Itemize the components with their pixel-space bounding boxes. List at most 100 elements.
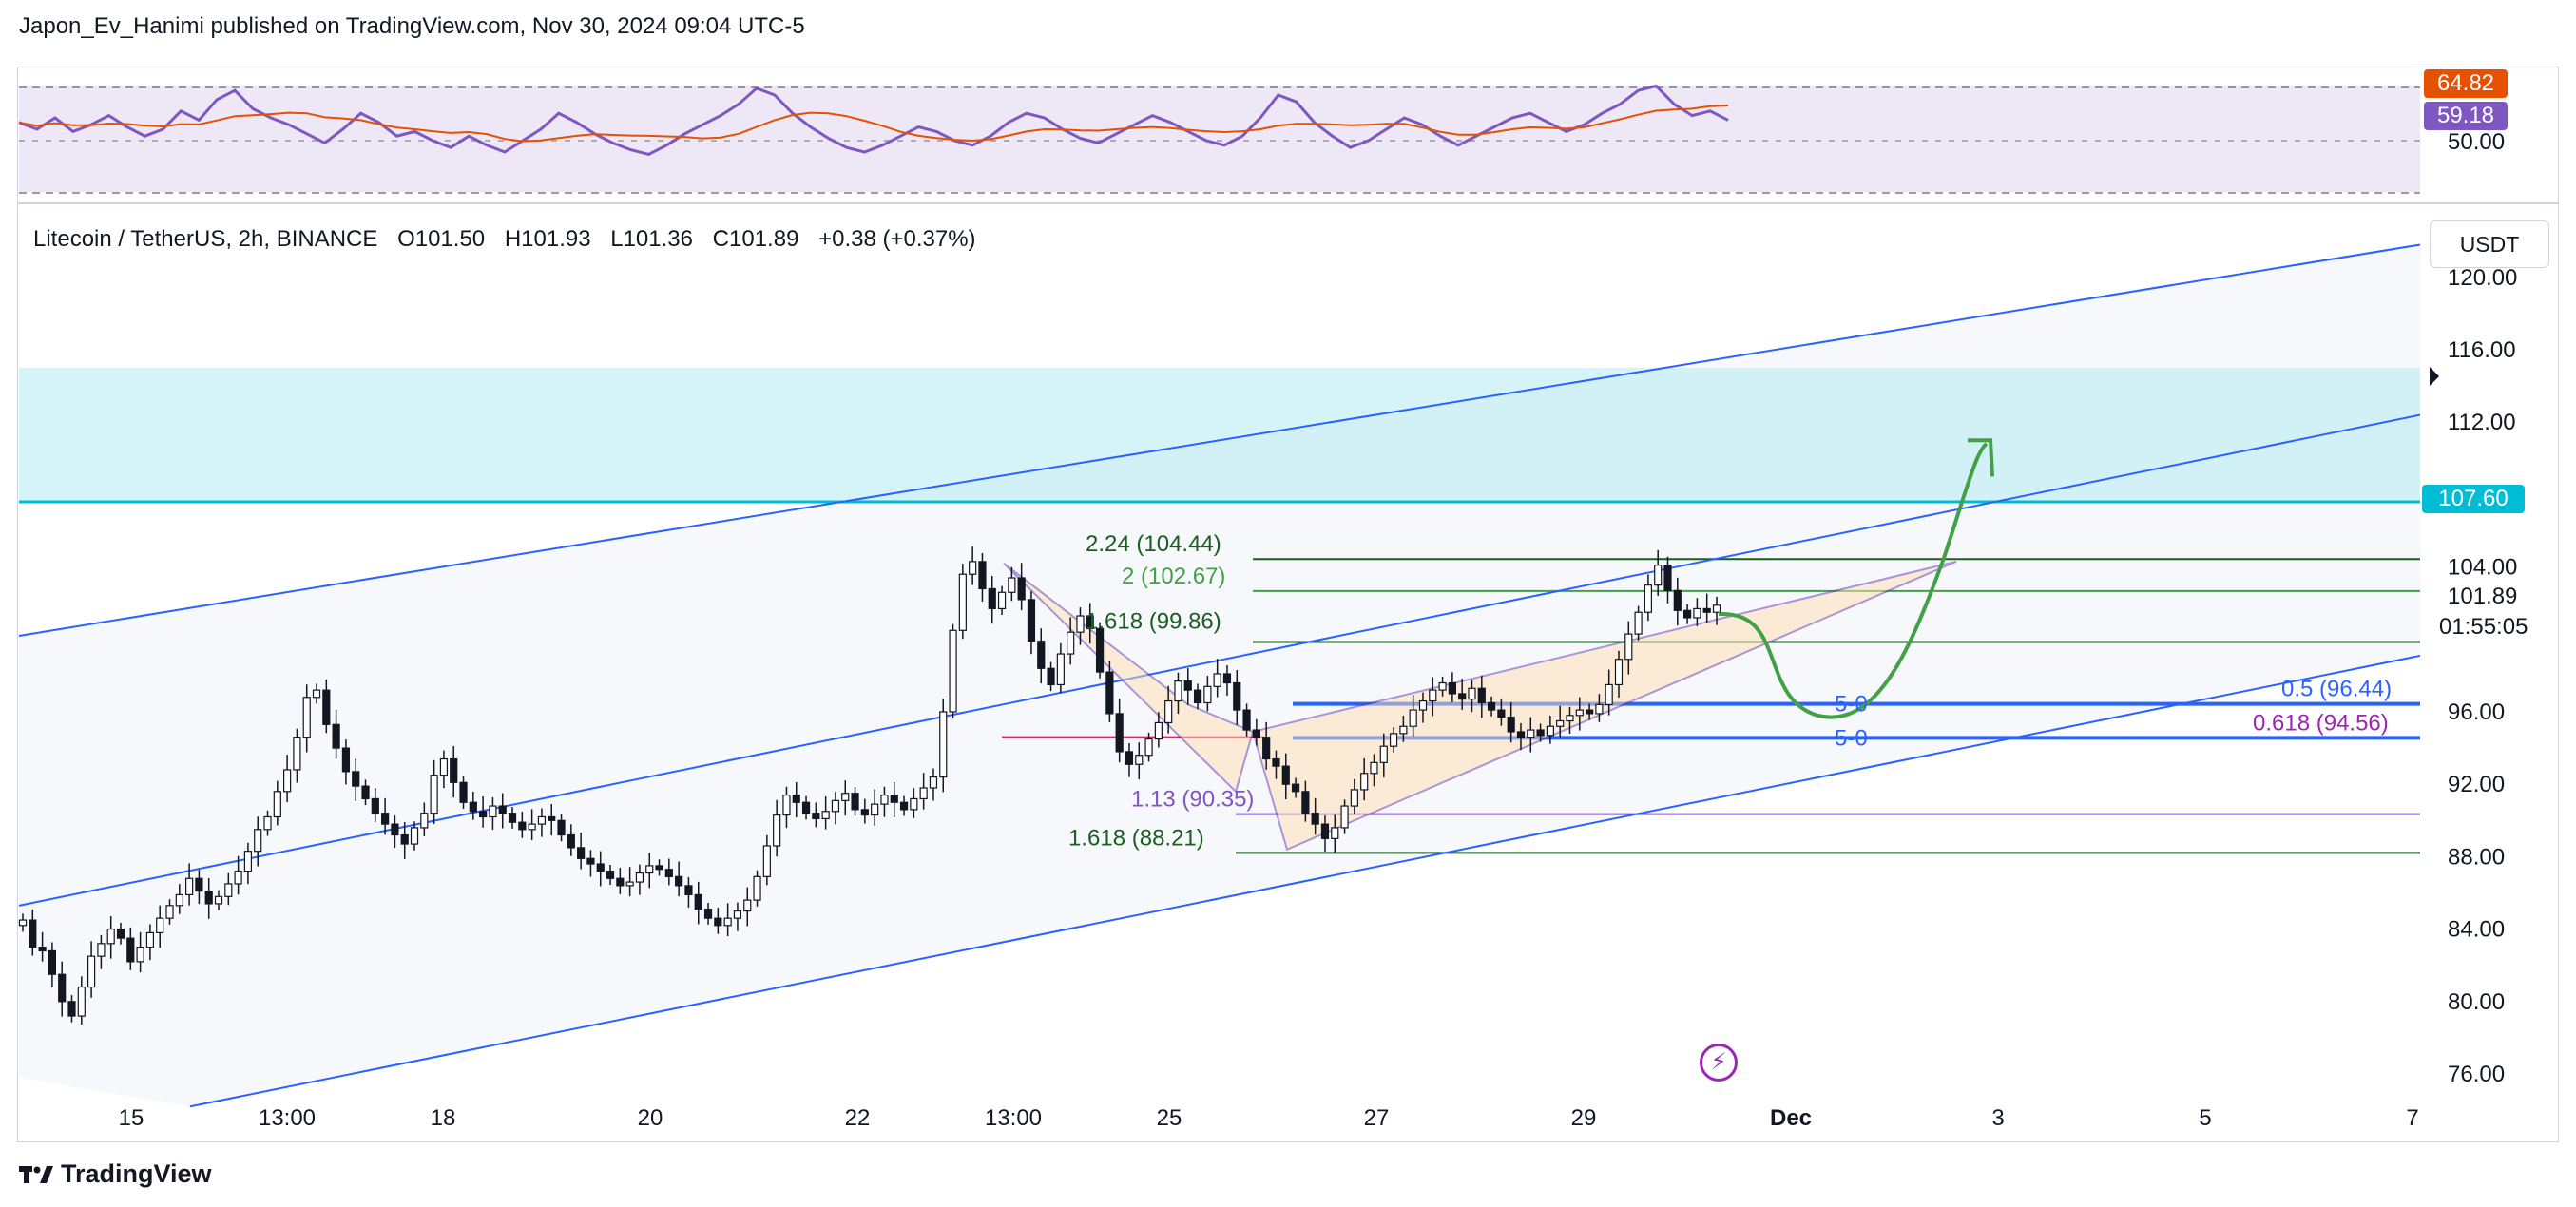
candle-body <box>341 747 351 773</box>
forecast-arrowhead <box>1968 438 1994 477</box>
ohlc-open: O101.50 <box>397 226 486 252</box>
candle-body <box>860 809 869 816</box>
candle-body <box>1556 719 1565 727</box>
candle-body <box>723 917 732 927</box>
candle-body <box>1566 715 1574 722</box>
candle-body <box>322 689 331 725</box>
candle-body <box>1605 683 1613 705</box>
candle-body <box>38 947 47 952</box>
candle-body <box>841 793 850 801</box>
candle-body <box>1693 607 1701 619</box>
fib-label-1-618-upper: 1.618 (99.86) <box>1086 608 1221 634</box>
candle-body <box>586 857 595 865</box>
candle-body <box>1370 761 1378 775</box>
harmonic-pattern <box>1003 560 1957 852</box>
candle-body <box>1252 729 1260 738</box>
candle-body <box>988 587 996 610</box>
candle-body <box>195 877 203 892</box>
candle-body <box>801 801 811 814</box>
time-tick: 18 <box>431 1105 456 1131</box>
fib-label-1-618-lower: 1.618 (88.21) <box>1068 825 1204 851</box>
candle-body <box>1673 589 1682 611</box>
price-tick: 120.00 <box>2448 265 2517 291</box>
candle-body <box>263 815 272 831</box>
ohlc-close: C101.89 <box>712 226 799 252</box>
candle-body <box>204 890 213 905</box>
time-tick: 15 <box>119 1105 144 1131</box>
candle-body <box>1575 709 1584 717</box>
candle-body <box>1281 765 1290 785</box>
candle-body <box>1429 689 1437 702</box>
price-tick: 96.00 <box>2448 699 2505 725</box>
projection-label-a: 5-0 <box>1835 692 1868 718</box>
candle-body <box>48 949 57 975</box>
time-tick: 7 <box>2406 1105 2418 1131</box>
candle-body <box>773 814 781 847</box>
candle-body <box>243 851 253 872</box>
tradingview-logo-icon <box>19 1165 53 1183</box>
price-tick: 88.00 <box>2448 844 2505 870</box>
candle-body <box>450 757 458 783</box>
channel-lines <box>18 243 2421 1108</box>
tradingview-logo[interactable]: TradingView <box>19 1159 212 1189</box>
candle-body <box>969 561 977 575</box>
rsi-line <box>18 84 1729 156</box>
candle-body <box>1654 565 1663 586</box>
candle-body <box>1144 738 1153 757</box>
time-tick: 5 <box>2199 1105 2211 1131</box>
candle-body <box>1663 565 1672 591</box>
candle-body <box>537 815 547 825</box>
candle-body <box>890 795 898 803</box>
candle-body <box>762 845 771 877</box>
chart-frame <box>17 67 2559 1142</box>
candle-body <box>1624 633 1633 661</box>
channel-line <box>189 654 2421 1108</box>
candle-body <box>675 875 683 887</box>
candle-body <box>548 815 556 821</box>
candle-body <box>1409 709 1417 727</box>
symbol-name[interactable]: Litecoin / TetherUS, 2h, BINANCE <box>33 226 378 252</box>
candle-body <box>391 823 399 836</box>
candle-body <box>469 801 477 813</box>
candle-body <box>430 775 438 814</box>
candle-body <box>489 805 497 818</box>
price-pane: 2.24 (104.44) 2 (102.67) 1.618 (99.86) 1… <box>18 243 2421 1108</box>
zone-level-tag: 107.60 <box>2422 485 2525 513</box>
candle-body <box>958 573 967 631</box>
channel-line <box>18 413 2421 907</box>
candle-body <box>1340 805 1349 829</box>
candle-body <box>224 883 233 897</box>
lightning-icon[interactable]: ⚡ <box>1700 1044 1738 1082</box>
candle-body <box>557 819 566 836</box>
price-axis[interactable]: 120.00 116.00 112.00 104.00 96.00 92.00 88.00 8… <box>2439 265 2528 1087</box>
candle-body <box>106 928 115 945</box>
candle-body <box>919 787 928 800</box>
candle-body <box>1086 615 1094 629</box>
candle-body <box>616 877 625 887</box>
price-tick: 84.00 <box>2448 917 2505 943</box>
candle-body <box>1272 757 1280 767</box>
rsi-ma-tag: 64.82 <box>2424 69 2508 98</box>
candle-body <box>371 797 379 814</box>
candle-body <box>1487 701 1496 711</box>
channel-line <box>18 243 2421 637</box>
candle-body <box>293 737 301 771</box>
price-tick: 76.00 <box>2448 1062 2505 1087</box>
rsi-band <box>19 86 2420 192</box>
fib-label-0-618: 0.618 (94.56) <box>2253 710 2389 736</box>
ohlc-change: +0.38 (+0.37%) <box>818 226 976 252</box>
candle-body <box>910 797 918 811</box>
candle-body <box>1222 673 1232 684</box>
time-tick: Dec <box>1770 1105 1812 1131</box>
fib-label-0-5: 0.5 (96.44) <box>2281 677 2392 702</box>
candle-body <box>1702 607 1711 613</box>
currency-button[interactable]: USDT <box>2430 220 2549 268</box>
candle-body <box>1076 615 1085 633</box>
candle-body <box>273 791 281 818</box>
candle-body <box>508 813 517 823</box>
time-tick: 27 <box>1364 1105 1390 1131</box>
rsi-ma-line <box>18 105 1729 143</box>
candle-body <box>1644 584 1652 613</box>
time-axis[interactable]: 15 13:00 18 20 22 13:00 25 27 29 Dec 3 5 7 <box>119 1105 2419 1131</box>
